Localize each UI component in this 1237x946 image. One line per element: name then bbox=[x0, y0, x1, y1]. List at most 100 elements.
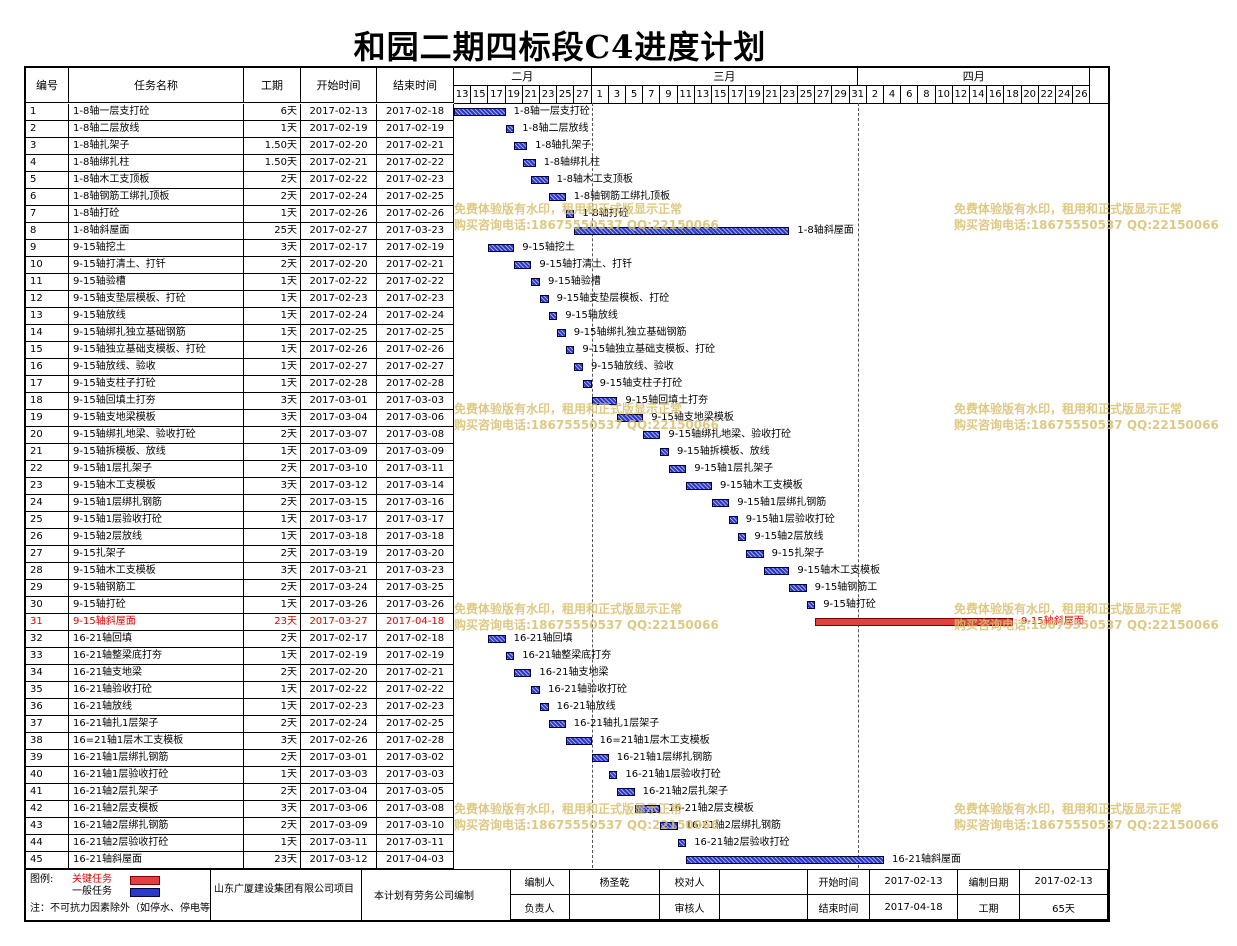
task-start: 2017-02-26 bbox=[301, 206, 377, 223]
task-duration: 2天 bbox=[244, 818, 301, 835]
day-tick: 26 bbox=[1073, 86, 1091, 103]
task-bar bbox=[548, 193, 566, 201]
day-tick: 25 bbox=[798, 86, 816, 103]
task-start: 2017-02-22 bbox=[301, 274, 377, 291]
task-no: 37 bbox=[26, 716, 69, 733]
task-no: 2 bbox=[26, 121, 69, 138]
day-tick: 22 bbox=[1039, 86, 1056, 103]
day-tick: 13 bbox=[695, 86, 712, 103]
task-start: 2017-02-27 bbox=[301, 223, 377, 240]
task-name: 16-21轴1层验收打砼 bbox=[69, 767, 244, 784]
task-bar-label: 16-21轴回填 bbox=[513, 633, 573, 644]
month-header: 二月 bbox=[454, 68, 592, 86]
task-name: 9-15轴验槽 bbox=[69, 274, 244, 291]
task-bar bbox=[548, 312, 558, 320]
task-bar bbox=[686, 482, 712, 490]
task-no: 19 bbox=[26, 410, 69, 427]
task-no: 15 bbox=[26, 342, 69, 359]
task-name: 9-15轴1层验收打砼 bbox=[69, 512, 244, 529]
task-bar-label: 16-21轴1层绑扎钢筋 bbox=[616, 752, 713, 763]
task-duration: 1天 bbox=[244, 325, 301, 342]
day-tick: 7 bbox=[643, 86, 661, 103]
task-no: 23 bbox=[26, 478, 69, 495]
task-bar-label: 16-21轴斜屋面 bbox=[892, 854, 962, 865]
task-end: 2017-03-03 bbox=[377, 767, 454, 784]
task-end: 2017-02-18 bbox=[377, 104, 454, 121]
watermark-line: 购买咨询电话:18675550537 QQ:22150066 bbox=[454, 618, 719, 632]
task-name: 9-15轴放线、验收 bbox=[69, 359, 244, 376]
col-header-no: 编号 bbox=[26, 68, 69, 103]
watermark: 免费体验版有水印，租用和正式版显示正常 购买咨询电话:18675550537 QQ… bbox=[954, 601, 1219, 633]
task-start: 2017-03-10 bbox=[301, 461, 377, 478]
task-start: 2017-03-26 bbox=[301, 597, 377, 614]
task-name: 16=21轴1层木工支模板 bbox=[69, 733, 244, 750]
task-bar bbox=[505, 125, 515, 133]
task-start: 2017-02-25 bbox=[301, 325, 377, 342]
task-end: 2017-02-18 bbox=[377, 631, 454, 648]
task-no: 22 bbox=[26, 461, 69, 478]
task-end: 2017-03-05 bbox=[377, 784, 454, 801]
day-tick: 1 bbox=[592, 86, 609, 103]
end-label: 结束时间 bbox=[808, 895, 870, 920]
task-duration: 2天 bbox=[244, 665, 301, 682]
task-bar bbox=[565, 737, 592, 745]
task-start: 2017-03-07 bbox=[301, 427, 377, 444]
task-duration: 3天 bbox=[244, 410, 301, 427]
watermark-line: 免费体验版有水印，租用和正式版显示正常 bbox=[454, 202, 683, 216]
day-tick: 20 bbox=[1022, 86, 1039, 103]
task-no: 29 bbox=[26, 580, 69, 597]
watermark-line: 购买咨询电话:18675550537 QQ:22150066 bbox=[454, 818, 719, 832]
legend-label: 图例: bbox=[30, 874, 54, 885]
task-bar bbox=[514, 142, 528, 150]
month-header: 四月 bbox=[858, 68, 1091, 86]
task-bar bbox=[574, 363, 583, 371]
task-bar bbox=[634, 805, 661, 813]
watermark: 免费体验版有水印，租用和正式版显示正常 购买咨询电话:18675550537 QQ… bbox=[454, 601, 719, 633]
task-bar-label: 9-15轴支垫层模板、打砼 bbox=[556, 293, 670, 304]
task-name: 9-15轴支地梁模板 bbox=[69, 410, 244, 427]
task-start: 2017-03-06 bbox=[301, 801, 377, 818]
editor-value: 杨圣乾 bbox=[570, 869, 660, 895]
watermark: 免费体验版有水印，租用和正式版显示正常购买咨询电话:18675550537 QQ… bbox=[454, 201, 719, 233]
day-tick: 15 bbox=[471, 86, 489, 103]
task-bar bbox=[514, 261, 532, 269]
task-start: 2017-02-23 bbox=[301, 291, 377, 308]
task-end: 2017-02-22 bbox=[377, 274, 454, 291]
col-header-end: 结束时间 bbox=[377, 68, 454, 103]
task-bar bbox=[531, 176, 549, 184]
task-no: 20 bbox=[26, 427, 69, 444]
day-tick: 13 bbox=[454, 86, 472, 103]
task-duration: 1天 bbox=[244, 206, 301, 223]
task-no: 21 bbox=[26, 444, 69, 461]
task-end: 2017-02-23 bbox=[377, 291, 454, 308]
task-name: 1-8轴斜屋面 bbox=[69, 223, 244, 240]
task-duration: 1天 bbox=[244, 291, 301, 308]
task-start: 2017-02-27 bbox=[301, 359, 377, 376]
task-duration: 3天 bbox=[244, 801, 301, 818]
task-no: 13 bbox=[26, 308, 69, 325]
task-no: 11 bbox=[26, 274, 69, 291]
task-no: 18 bbox=[26, 393, 69, 410]
task-end: 2017-03-10 bbox=[377, 818, 454, 835]
task-no: 35 bbox=[26, 682, 69, 699]
task-end: 2017-02-19 bbox=[377, 240, 454, 257]
task-bar-label: 16-21轴验收打砼 bbox=[548, 684, 628, 695]
task-start: 2017-03-03 bbox=[301, 767, 377, 784]
task-bar-label: 1-8轴绑扎柱 bbox=[543, 157, 601, 168]
task-duration: 2天 bbox=[244, 631, 301, 648]
task-bar-label: 16=21轴1层木工支模板 bbox=[599, 735, 710, 746]
watermark: 免费体验版有水印，租用和正式版显示正常 购买咨询电话:18675550537 QQ… bbox=[454, 401, 719, 433]
task-name: 9-15轴打砼 bbox=[69, 597, 244, 614]
task-start: 2017-02-24 bbox=[301, 716, 377, 733]
task-start: 2017-03-17 bbox=[301, 512, 377, 529]
task-bar bbox=[522, 159, 536, 167]
task-start: 2017-02-20 bbox=[301, 257, 377, 274]
task-no: 31 bbox=[26, 614, 69, 631]
owner-value bbox=[570, 895, 660, 920]
task-bar bbox=[712, 499, 730, 507]
task-duration: 23天 bbox=[244, 614, 301, 631]
task-start: 2017-03-11 bbox=[301, 835, 377, 852]
task-name: 16-21轴2层验收打砼 bbox=[69, 835, 244, 852]
watermark-line: 购买咨询电话:18675550537 QQ:22150066 bbox=[454, 218, 719, 232]
task-name: 9-15轴挖土 bbox=[69, 240, 244, 257]
